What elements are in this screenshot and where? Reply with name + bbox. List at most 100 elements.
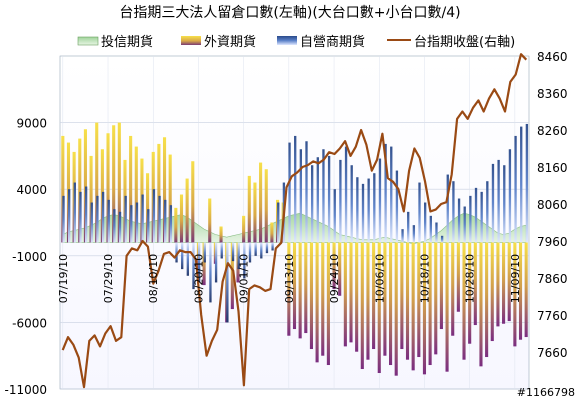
close-line: [61, 53, 528, 389]
foreign-bar: [129, 135, 133, 243]
foreign-bar: [411, 242, 415, 371]
dealer-bar: [124, 195, 127, 243]
dealer-bar: [118, 211, 122, 243]
left-tick-label: 4000: [16, 183, 47, 197]
dealer-bar: [243, 242, 246, 279]
dealer-bar: [361, 183, 365, 243]
dealer-bar: [214, 242, 218, 283]
foreign-bar: [485, 242, 489, 358]
legend-label-close-line: 台指期收盤(右軸): [414, 35, 515, 50]
foreign-bar: [338, 242, 342, 296]
right-tick-label: 7860: [537, 272, 568, 286]
left-tick-label: -6000: [12, 316, 47, 330]
dealer-bar: [101, 191, 105, 243]
foreign-bar: [513, 242, 517, 347]
foreign-bar: [168, 154, 172, 243]
dealer-bar: [181, 242, 184, 270]
dealer-bar: [412, 225, 416, 243]
dealer-bar: [503, 165, 506, 243]
watermark: #1166798: [517, 386, 575, 399]
right-tick-label: 7760: [537, 309, 568, 323]
date-label: 09/13/10: [283, 254, 296, 303]
foreign-bar: [117, 122, 121, 243]
dealer-bar: [62, 195, 65, 243]
foreign-bar: [439, 242, 443, 330]
dealer-bar: [288, 142, 291, 243]
dealer-bar: [395, 170, 399, 243]
dealer-bar: [344, 146, 348, 243]
foreign-bar: [355, 242, 359, 352]
dealer-bar: [446, 174, 449, 243]
dealer-bar: [135, 202, 139, 243]
legend: 投信期貨 外資期貨 自營商期貨 台指期收盤(右軸): [77, 34, 515, 50]
foreign-bar: [394, 242, 398, 376]
legend-label-dealer: 自營商期貨: [300, 34, 365, 50]
dealer-bar: [525, 123, 529, 243]
dealer-bar: [203, 242, 206, 263]
dealer-bar: [84, 186, 88, 243]
dealer-bar: [310, 165, 314, 243]
dealer-bar: [164, 199, 167, 243]
foreign-bar: [524, 242, 528, 338]
foreign-bar: [377, 242, 381, 374]
date-label: 10/06/10: [373, 254, 386, 303]
dealer-bar: [491, 163, 495, 243]
dealer-bar: [480, 191, 483, 243]
foreign-bar: [473, 242, 477, 326]
dealer-bar: [130, 205, 133, 243]
left-tick-label: 9000: [16, 117, 47, 131]
foreign-bar: [343, 242, 347, 347]
axis-labels: 9000 4000 -1000 -6000 -11000 8460 8360 8260 8160…: [4, 50, 567, 397]
dealer-bar: [220, 242, 223, 259]
foreign-bar: [309, 242, 314, 350]
foreign-bar: [349, 242, 353, 343]
dealer-bar: [265, 242, 269, 254]
foreign-bar: [95, 122, 99, 243]
foreign-bar: [208, 198, 212, 243]
foreign-bar: [304, 242, 308, 334]
dealer-bar: [322, 149, 325, 243]
right-tick-label: 8160: [537, 161, 568, 175]
dealer-bar: [260, 242, 263, 259]
close-line-series: [61, 53, 528, 389]
foreign-bar: [264, 169, 268, 243]
dealer-bar: [390, 146, 393, 243]
dealer-bar: [316, 157, 319, 243]
dealer-bar: [226, 242, 229, 323]
foreign-bar: [417, 242, 421, 358]
legend-label-trust: 投信期貨: [101, 34, 153, 50]
dealer-bar: [73, 182, 76, 243]
dealer-bar: [299, 149, 303, 243]
foreign-bar: [259, 162, 263, 243]
bar-series: [61, 122, 529, 376]
dealer-bar: [378, 158, 382, 243]
foreign-bar: [428, 242, 432, 366]
dealer-bar: [418, 182, 421, 243]
dealer-bar: [209, 242, 212, 303]
dealer-bar: [520, 126, 523, 243]
dealer-bar: [90, 202, 93, 243]
foreign-bar: [434, 242, 438, 355]
dealer-bar: [113, 209, 116, 243]
date-label: 08/20/10: [192, 254, 205, 303]
dealer-bar: [384, 143, 387, 243]
date-label: 09/24/10: [328, 254, 341, 303]
dealer-bar: [231, 242, 235, 262]
foreign-bar: [445, 242, 449, 372]
dealer-bar: [237, 242, 240, 270]
dealer-bar: [96, 195, 99, 243]
dealer-bar: [452, 181, 455, 243]
right-tick-label: 8060: [537, 198, 568, 212]
foreign-bar: [321, 242, 325, 356]
foreign-bar: [146, 173, 150, 243]
dealer-bar: [429, 215, 432, 243]
foreign-bar: [360, 242, 364, 370]
foreign-bar: [230, 242, 234, 310]
dealer-bar: [147, 209, 150, 243]
left-tick-label: -11000: [4, 383, 47, 397]
dealer-bar: [401, 229, 404, 243]
date-label: 11/09/10: [509, 254, 522, 303]
foreign-bar: [451, 242, 455, 336]
dealer-bar: [435, 222, 438, 243]
